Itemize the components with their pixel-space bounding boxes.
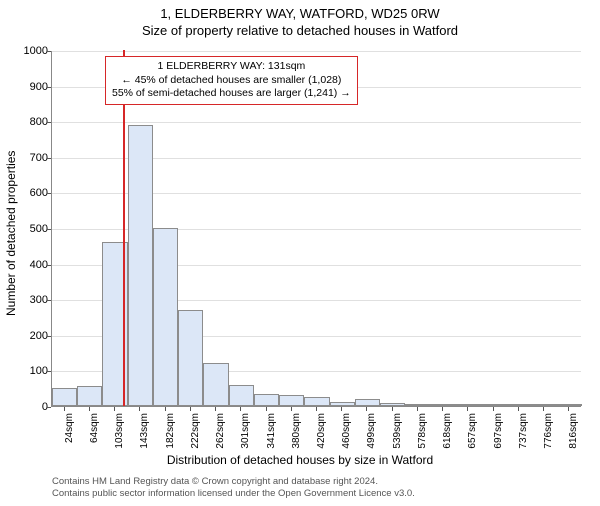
histogram-bar xyxy=(279,395,304,406)
x-tick-label: 182sqm xyxy=(165,413,176,453)
histogram-bar xyxy=(128,125,153,406)
histogram-bar xyxy=(532,404,557,406)
y-tick-mark xyxy=(47,51,51,52)
x-tick-label: 499sqm xyxy=(366,413,377,453)
y-tick-mark xyxy=(47,193,51,194)
x-tick-mark xyxy=(417,407,418,411)
page-title-subtitle: Size of property relative to detached ho… xyxy=(0,23,600,38)
x-axis-label: Distribution of detached houses by size … xyxy=(0,453,600,467)
x-tick-mark xyxy=(114,407,115,411)
page-title-address: 1, ELDERBERRY WAY, WATFORD, WD25 0RW xyxy=(0,6,600,21)
attribution-text: Contains HM Land Registry data © Crown c… xyxy=(52,476,415,501)
y-tick-label: 500 xyxy=(8,223,48,235)
histogram-bar xyxy=(380,403,405,406)
x-tick-label: 816sqm xyxy=(568,413,579,453)
gridline xyxy=(52,51,581,52)
y-tick-label: 1000 xyxy=(8,45,48,57)
y-tick-label: 900 xyxy=(8,81,48,93)
y-tick-mark xyxy=(47,371,51,372)
attribution-line1: Contains HM Land Registry data © Crown c… xyxy=(52,476,415,488)
x-tick-mark xyxy=(165,407,166,411)
histogram-bar xyxy=(405,404,430,406)
x-tick-label: 737sqm xyxy=(518,413,529,453)
histogram-bar xyxy=(456,404,481,406)
histogram-bar xyxy=(557,404,582,406)
histogram-chart: 1 ELDERBERRY WAY: 131sqm← 45% of detache… xyxy=(51,51,581,407)
gridline xyxy=(52,122,581,123)
x-tick-mark xyxy=(518,407,519,411)
x-tick-label: 64sqm xyxy=(89,413,100,453)
histogram-bar xyxy=(52,388,77,406)
annotation-line: 55% of semi-detached houses are larger (… xyxy=(112,87,351,101)
histogram-bar xyxy=(481,404,506,406)
x-tick-label: 420sqm xyxy=(316,413,327,453)
annotation-line: ← 45% of detached houses are smaller (1,… xyxy=(112,74,351,88)
histogram-bar xyxy=(153,228,178,406)
x-tick-mark xyxy=(392,407,393,411)
x-tick-mark xyxy=(316,407,317,411)
x-tick-label: 103sqm xyxy=(114,413,125,453)
x-tick-mark xyxy=(442,407,443,411)
x-tick-mark xyxy=(190,407,191,411)
x-tick-label: 262sqm xyxy=(215,413,226,453)
x-tick-label: 222sqm xyxy=(190,413,201,453)
y-tick-label: 200 xyxy=(8,330,48,342)
histogram-bar xyxy=(355,399,380,406)
x-tick-mark xyxy=(543,407,544,411)
x-tick-label: 460sqm xyxy=(341,413,352,453)
attribution-line2: Contains public sector information licen… xyxy=(52,488,415,500)
histogram-bar xyxy=(304,397,329,406)
y-tick-mark xyxy=(47,336,51,337)
x-tick-label: 380sqm xyxy=(291,413,302,453)
x-tick-label: 657sqm xyxy=(467,413,478,453)
x-tick-label: 341sqm xyxy=(266,413,277,453)
histogram-bar xyxy=(229,385,254,406)
y-tick-label: 100 xyxy=(8,365,48,377)
y-tick-label: 400 xyxy=(8,259,48,271)
x-tick-mark xyxy=(215,407,216,411)
y-tick-label: 600 xyxy=(8,187,48,199)
annotation-line: 1 ELDERBERRY WAY: 131sqm xyxy=(112,60,351,74)
x-tick-mark xyxy=(493,407,494,411)
x-tick-label: 578sqm xyxy=(417,413,428,453)
x-tick-mark xyxy=(240,407,241,411)
x-tick-label: 301sqm xyxy=(240,413,251,453)
x-tick-mark xyxy=(139,407,140,411)
x-tick-label: 24sqm xyxy=(64,413,75,453)
x-tick-mark xyxy=(467,407,468,411)
x-tick-mark xyxy=(341,407,342,411)
x-tick-mark xyxy=(291,407,292,411)
x-tick-mark xyxy=(266,407,267,411)
x-tick-label: 776sqm xyxy=(543,413,554,453)
y-tick-label: 300 xyxy=(8,294,48,306)
y-tick-label: 0 xyxy=(8,401,48,413)
y-tick-mark xyxy=(47,407,51,408)
y-tick-mark xyxy=(47,265,51,266)
x-tick-label: 539sqm xyxy=(392,413,403,453)
histogram-bar xyxy=(77,386,102,406)
x-tick-label: 143sqm xyxy=(139,413,150,453)
x-tick-mark xyxy=(89,407,90,411)
x-tick-mark xyxy=(568,407,569,411)
y-tick-label: 800 xyxy=(8,116,48,128)
x-tick-label: 618sqm xyxy=(442,413,453,453)
histogram-bar xyxy=(506,404,531,406)
x-tick-mark xyxy=(366,407,367,411)
y-tick-mark xyxy=(47,122,51,123)
histogram-bar xyxy=(330,402,355,406)
histogram-bar xyxy=(178,310,203,406)
y-tick-mark xyxy=(47,300,51,301)
x-tick-mark xyxy=(64,407,65,411)
y-tick-mark xyxy=(47,158,51,159)
annotation-box: 1 ELDERBERRY WAY: 131sqm← 45% of detache… xyxy=(105,56,358,105)
y-tick-label: 700 xyxy=(8,152,48,164)
y-tick-mark xyxy=(47,229,51,230)
y-tick-mark xyxy=(47,87,51,88)
histogram-bar xyxy=(254,394,279,406)
x-tick-label: 697sqm xyxy=(493,413,504,453)
histogram-bar xyxy=(203,363,228,406)
histogram-bar xyxy=(431,404,456,406)
